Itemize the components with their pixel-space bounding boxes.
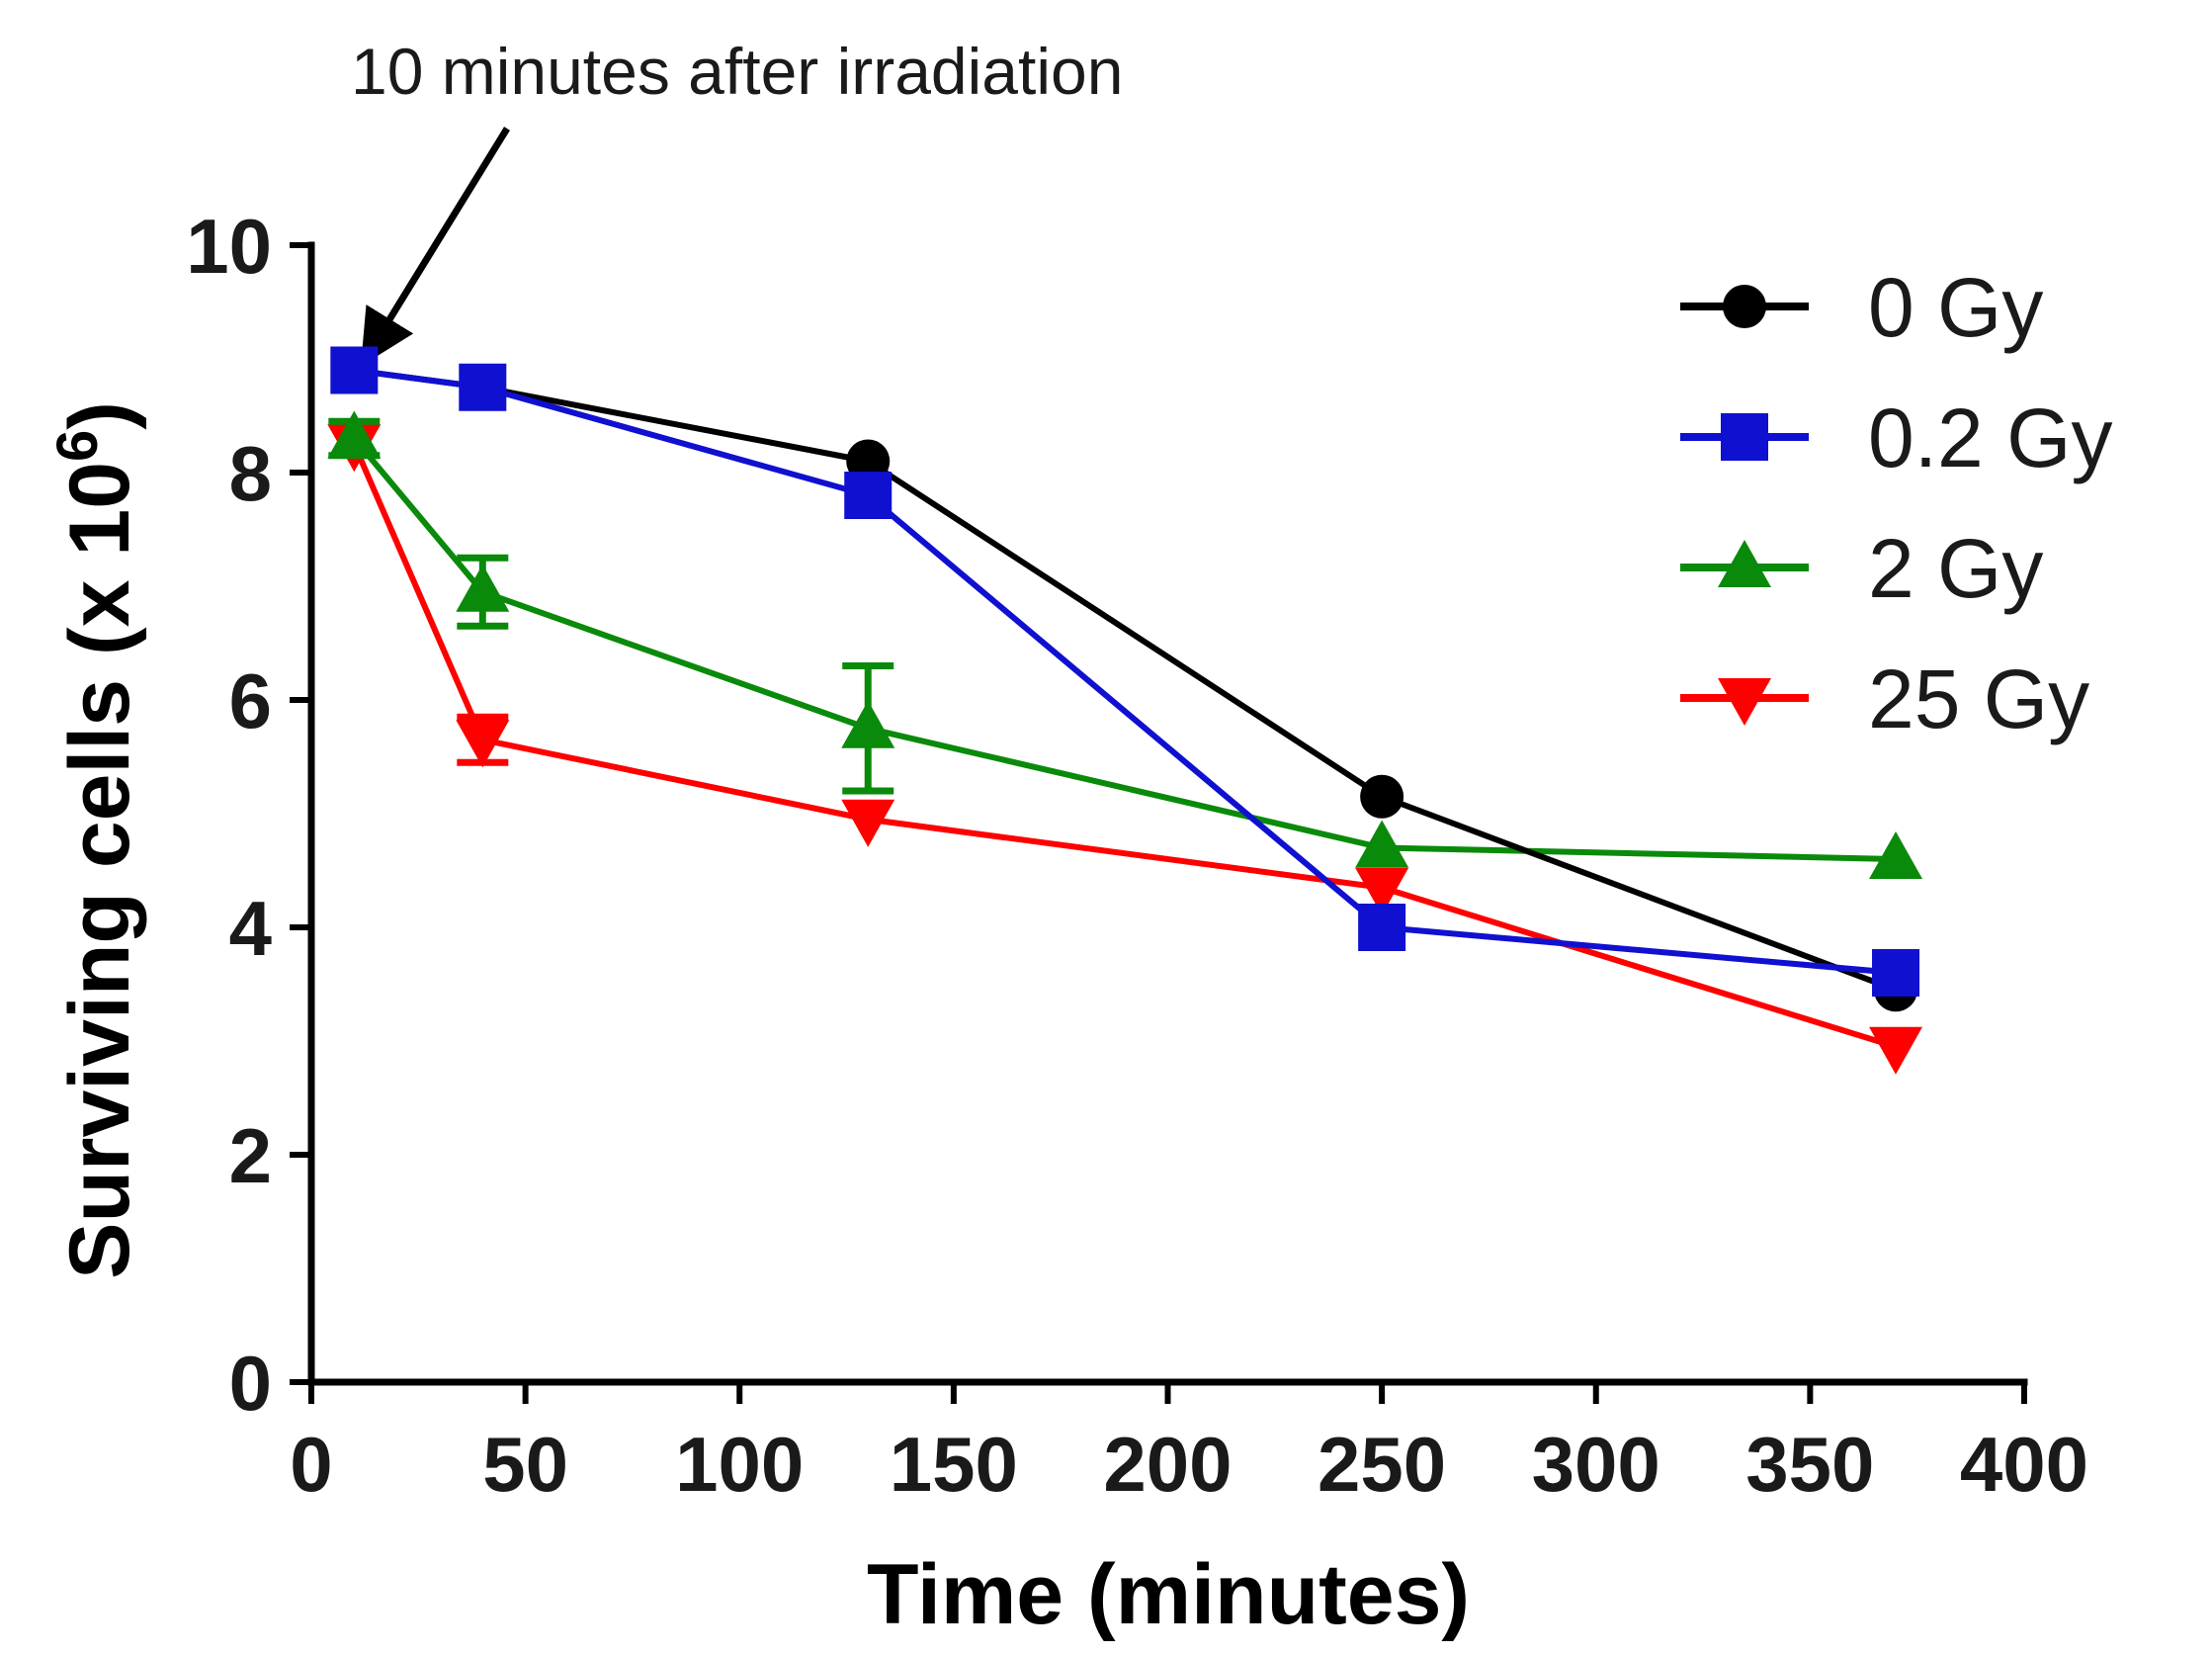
y-axis-title-main: Surviving cells (x 10 <box>52 462 147 1279</box>
data-point <box>1355 820 1409 868</box>
legend-label: 25 Gy <box>1868 653 2089 745</box>
y-tick-label: 8 <box>229 430 272 517</box>
y-tick-label: 2 <box>229 1112 272 1199</box>
series-line-0-2-gy <box>353 367 1897 976</box>
y-ticks: 0 2 4 6 8 10 <box>186 203 311 1427</box>
annotation-text: 10 minutes after irradiation <box>351 35 1123 108</box>
series-0-2-gy <box>330 346 1920 997</box>
data-point <box>327 410 382 459</box>
legend-label: 0 Gy <box>1868 261 2043 354</box>
x-tick-label: 50 <box>482 1421 568 1508</box>
x-tick-label: 300 <box>1532 1421 1660 1508</box>
y-tick-label: 6 <box>229 657 272 744</box>
data-point <box>841 700 895 748</box>
data-point <box>1358 904 1406 951</box>
y-tick-label: 0 <box>229 1340 272 1427</box>
data-point <box>841 799 895 847</box>
x-tick-label: 0 <box>290 1421 332 1508</box>
legend-label: 0.2 Gy <box>1868 392 2112 484</box>
x-tick-label: 200 <box>1103 1421 1232 1508</box>
legend-swatch-marker <box>1718 678 1771 726</box>
legend-swatch-marker <box>1723 285 1766 328</box>
data-point <box>330 346 379 394</box>
data-point <box>1355 867 1409 915</box>
series-0-gy <box>332 348 1918 1012</box>
data-point <box>1869 831 1923 879</box>
series-line-2-gy <box>352 436 1897 862</box>
y-axis-title: Surviving cells (x 106) <box>45 401 147 1279</box>
x-tick-label: 150 <box>890 1421 1018 1508</box>
x-ticks: 0 50 100 150 200 250 300 350 400 <box>290 1382 2088 1508</box>
y-axis-title-close: ) <box>52 401 147 430</box>
y-axis-title-superscript: 6 <box>45 430 110 462</box>
legend-item-0-gy: 0 Gy <box>1680 261 2043 354</box>
data-point <box>459 363 507 411</box>
x-tick-label: 400 <box>1960 1421 2088 1508</box>
annotation-arrow <box>360 127 510 367</box>
series-2-gy <box>327 410 1923 879</box>
x-tick-label: 100 <box>675 1421 804 1508</box>
axes: 0 50 100 150 200 250 300 350 400 0 2 4 6 8 10 <box>186 203 2088 1508</box>
legend-item-2-gy: 2 Gy <box>1680 522 2043 615</box>
annotation: 10 minutes after irradiation <box>351 35 1123 367</box>
data-point <box>844 472 893 519</box>
series-line-0-gy <box>353 367 1898 994</box>
legend: 0 Gy 0.2 Gy 2 Gy 25 Gy <box>1680 261 2112 745</box>
legend-swatch-marker <box>1718 540 1771 587</box>
x-axis-title: Time (minutes) <box>867 1547 1470 1642</box>
legend-item-0-2-gy: 0.2 Gy <box>1680 392 2112 484</box>
legend-item-25-gy: 25 Gy <box>1680 653 2089 745</box>
y-tick-label: 10 <box>186 203 272 290</box>
data-point <box>456 564 510 612</box>
data-point <box>1872 949 1920 997</box>
data-point <box>456 720 510 768</box>
data-point <box>1360 774 1404 819</box>
y-tick-label: 4 <box>229 885 272 972</box>
legend-label: 2 Gy <box>1868 522 2043 615</box>
series-layer <box>327 346 1923 1075</box>
x-tick-label: 250 <box>1318 1421 1446 1508</box>
x-tick-label: 350 <box>1745 1421 1874 1508</box>
series-line-25-gy <box>351 443 1897 1050</box>
legend-swatch-marker <box>1721 413 1768 461</box>
data-point <box>1869 1026 1923 1075</box>
series-25-gy <box>327 424 1923 1075</box>
